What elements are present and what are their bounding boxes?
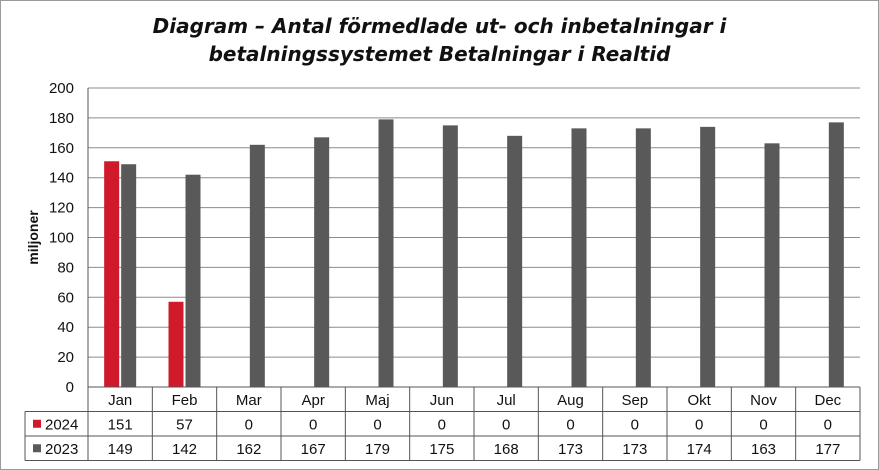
legend-label-2024: 2024 bbox=[45, 417, 78, 434]
y-tick-label: 200 bbox=[49, 80, 74, 97]
y-tick-label: 120 bbox=[49, 200, 74, 217]
bar-2023-jun bbox=[442, 125, 458, 387]
x-tick-label: Okt bbox=[687, 392, 711, 409]
x-tick-label: Sep bbox=[621, 392, 648, 409]
data-label: 167 bbox=[301, 441, 326, 458]
y-tick-label: 180 bbox=[49, 110, 74, 127]
data-label: 0 bbox=[245, 417, 253, 434]
y-tick-label: 0 bbox=[66, 379, 74, 396]
data-label: 173 bbox=[558, 441, 583, 458]
bar-2023-apr bbox=[314, 137, 330, 387]
data-label: 0 bbox=[824, 417, 832, 434]
x-tick-label: Maj bbox=[365, 392, 389, 409]
data-label: 0 bbox=[695, 417, 703, 434]
x-tick-label: Dec bbox=[814, 392, 841, 409]
x-tick-label: Jun bbox=[430, 392, 454, 409]
y-tick-label: 140 bbox=[49, 170, 74, 187]
chart-title-line-1: Diagram – Antal förmedlade ut- och inbet… bbox=[152, 14, 727, 38]
data-label: 173 bbox=[622, 441, 647, 458]
bar-2023-feb bbox=[185, 174, 201, 387]
y-tick-label: 160 bbox=[49, 140, 74, 157]
legend-label-2023: 2023 bbox=[45, 441, 78, 458]
bar-2023-maj bbox=[378, 119, 394, 388]
data-label: 179 bbox=[365, 441, 390, 458]
bar-2023-sep bbox=[635, 128, 651, 388]
data-label: 0 bbox=[438, 417, 446, 434]
data-label: 0 bbox=[309, 417, 317, 434]
data-label: 142 bbox=[172, 441, 197, 458]
bar-2023-nov bbox=[764, 143, 780, 387]
data-label: 175 bbox=[429, 441, 454, 458]
x-tick-label: Feb bbox=[172, 392, 198, 409]
data-label: 57 bbox=[176, 417, 193, 434]
data-label: 149 bbox=[108, 441, 133, 458]
x-tick-label: Jan bbox=[108, 392, 132, 409]
bar-2023-okt bbox=[700, 126, 716, 388]
x-tick-label: Apr bbox=[301, 392, 324, 409]
data-label: 174 bbox=[687, 441, 712, 458]
data-label: 0 bbox=[373, 417, 381, 434]
data-label: 163 bbox=[751, 441, 776, 458]
bar-2023-dec bbox=[828, 122, 844, 387]
chart-title: Diagram – Antal förmedlade ut- och inbet… bbox=[0, 12, 879, 68]
bar-2023-jan bbox=[121, 164, 137, 387]
y-tick-label: 80 bbox=[57, 259, 74, 276]
bar-2023-mar bbox=[249, 144, 265, 387]
x-tick-label: Aug bbox=[557, 392, 584, 409]
data-label: 177 bbox=[815, 441, 840, 458]
x-tick-label: Jul bbox=[497, 392, 516, 409]
bar-2023-aug bbox=[571, 128, 587, 388]
data-label: 0 bbox=[631, 417, 639, 434]
y-axis-label: miljoner bbox=[25, 210, 41, 265]
data-label: 0 bbox=[502, 417, 510, 434]
bar-2024-jan bbox=[104, 161, 120, 387]
y-tick-label: 40 bbox=[57, 319, 74, 336]
x-tick-label: Nov bbox=[750, 392, 777, 409]
legend-swatch-2024 bbox=[33, 419, 41, 428]
data-label: 0 bbox=[566, 417, 574, 434]
data-label: 168 bbox=[494, 441, 519, 458]
data-label: 162 bbox=[236, 441, 261, 458]
legend-swatch-2023 bbox=[33, 444, 41, 453]
y-tick-label: 20 bbox=[57, 349, 74, 366]
chart-title-line-2: betalningssystemet Betalningar i Realtid bbox=[208, 42, 671, 66]
bar-2023-jul bbox=[507, 135, 523, 387]
data-label: 0 bbox=[759, 417, 767, 434]
y-tick-label: 100 bbox=[49, 230, 74, 247]
data-label: 151 bbox=[108, 417, 133, 434]
y-tick-label: 60 bbox=[57, 289, 74, 306]
x-tick-label: Mar bbox=[236, 392, 262, 409]
bar-2024-feb bbox=[168, 301, 184, 387]
